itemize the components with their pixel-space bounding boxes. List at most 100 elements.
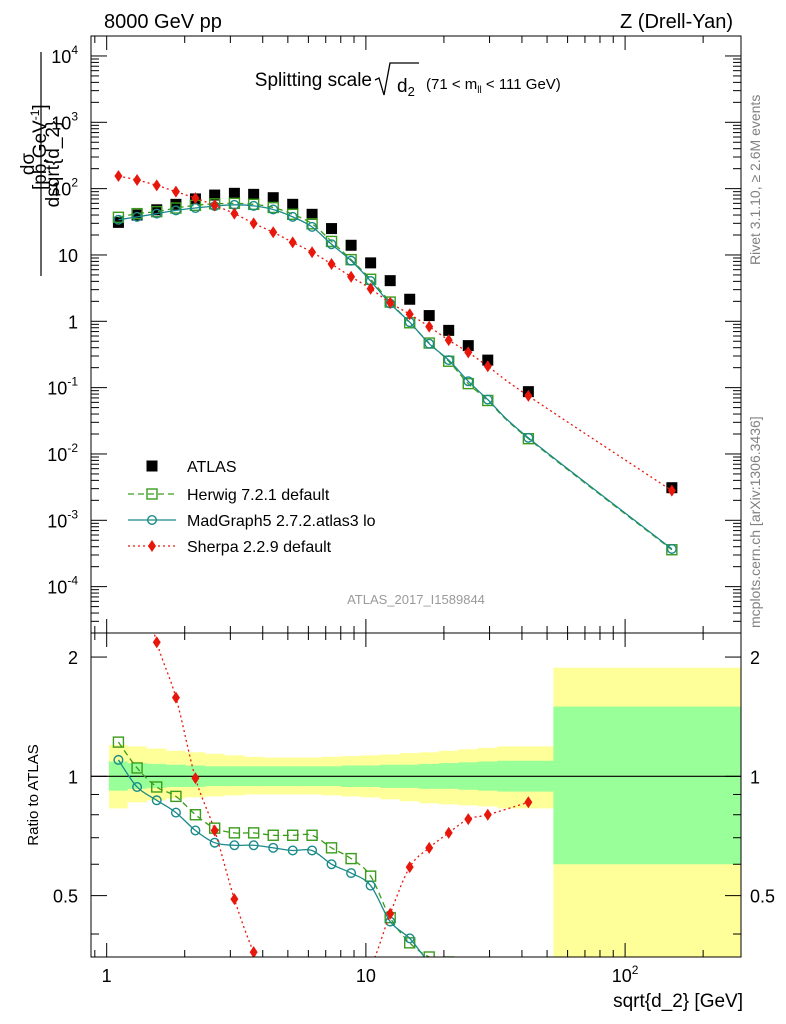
data-point [345, 239, 357, 251]
ratio-point [483, 1010, 493, 1020]
ratio-point [347, 983, 355, 995]
main-y-unit: [pb,GeV-1] [28, 104, 51, 190]
legend-marker [146, 460, 158, 472]
data-point [423, 310, 435, 322]
data-point [327, 258, 336, 271]
data-point [210, 199, 219, 212]
ratio-point [328, 1002, 336, 1014]
data-point [524, 389, 533, 402]
ratio-point [268, 842, 279, 853]
ratio-point [325, 842, 338, 854]
data-point [248, 188, 260, 200]
ratio-point [444, 968, 453, 977]
data-point [425, 320, 434, 333]
ratio-point [287, 845, 298, 856]
data-point [444, 334, 453, 347]
title-symbol: d2 [397, 76, 415, 99]
legend-label: Herwig 7.2.1 default [187, 487, 330, 504]
ratio-point [464, 985, 473, 994]
y-tick-label: 104 [51, 43, 78, 67]
data-point [346, 255, 357, 266]
chart-title: Splitting scale d2 (71 < mll < 111 GeV) [255, 62, 561, 99]
data-point [462, 377, 474, 390]
ratio-point [191, 772, 200, 785]
ratio-point [423, 951, 435, 957]
y-tick-label: 10 [58, 246, 78, 266]
mcplots-label: mcplots.cern.ch [arXiv:1306.3436] [747, 416, 763, 628]
data-point [133, 173, 142, 186]
data-point [170, 198, 182, 210]
ratio-point [113, 754, 124, 765]
data-point [523, 432, 534, 443]
ratio-point [248, 840, 259, 851]
main-panel: 10-4 10-3 10-2 10-1 1 10 102 103 104 Splitting s… [18, 35, 742, 634]
ratio-point [152, 636, 161, 649]
data-point [152, 179, 161, 192]
data-point [113, 214, 124, 225]
header-left: 8000 GeV pp [104, 11, 222, 33]
ratio-line [153, 633, 529, 957]
ratio-point [483, 1011, 492, 1020]
legend-entry: Sherpa 2.2.9 default [128, 539, 332, 556]
ratio-y-tick-label-right: 1 [750, 767, 760, 787]
ratio-y-tick-label: 2 [68, 648, 78, 668]
series-0 [112, 187, 678, 494]
y-tick-label: 10-3 [47, 507, 78, 531]
ratio-point [133, 560, 141, 572]
ratio-point [308, 1016, 316, 1024]
ratio-point [346, 868, 357, 879]
ratio-point [190, 825, 201, 836]
analysis-tag: ATLAS_2017_I1589844 [347, 592, 485, 607]
x-tick-label: 102 [612, 963, 639, 986]
ratio-point [483, 808, 492, 821]
ratio-point [463, 979, 473, 989]
main-y-label: dσ dsqrt{d_2} [18, 52, 64, 276]
data-point [443, 324, 455, 336]
data-point [288, 236, 297, 249]
y-label-numerator: dσ [18, 153, 39, 176]
ratio-point [404, 933, 415, 944]
data-point [151, 208, 162, 219]
data-point [170, 205, 181, 216]
ratio-point [171, 691, 180, 704]
legend-entry: MadGraph5 2.7.2.atlas3 lo [128, 513, 376, 530]
sqrt-sign [374, 62, 419, 96]
data-point [405, 308, 414, 321]
ratio-series-2 [114, 493, 533, 1024]
legend-entry: ATLAS [146, 459, 237, 476]
data-point [209, 189, 221, 201]
ratio-point [114, 493, 122, 505]
data-point [482, 354, 494, 366]
data-point [151, 205, 163, 218]
ratio-point [247, 827, 260, 839]
data-point [347, 270, 356, 283]
legend-label: MadGraph5 2.7.2.atlas3 lo [187, 513, 376, 530]
data-point [131, 207, 143, 220]
data-point [249, 217, 258, 230]
ratio-frame [90, 632, 742, 958]
legend-entry: Herwig 7.2.1 default [128, 487, 330, 504]
ratio-y-tick-label: 0.5 [53, 887, 78, 907]
main-plot-area [112, 170, 678, 556]
data-point [325, 235, 338, 248]
data-point [247, 198, 260, 211]
data-point [366, 282, 375, 295]
y-tick-label: 10-2 [47, 441, 78, 465]
legend-marker [148, 540, 156, 552]
data-point [287, 211, 298, 222]
ratio-point [524, 796, 533, 809]
legend-marker [146, 515, 157, 526]
data-point [666, 543, 677, 554]
data-point [326, 239, 337, 250]
data-point [404, 293, 416, 305]
ratio-point [345, 852, 357, 865]
ratio-line [117, 759, 426, 957]
data-point [112, 211, 125, 223]
data-point [384, 275, 396, 287]
data-point [386, 296, 395, 309]
title-cut: (71 < mll < 111 GeV) [426, 76, 561, 96]
data-point [287, 198, 299, 210]
data-point [131, 209, 143, 221]
ratio-point [365, 880, 376, 891]
data-point [462, 340, 474, 352]
